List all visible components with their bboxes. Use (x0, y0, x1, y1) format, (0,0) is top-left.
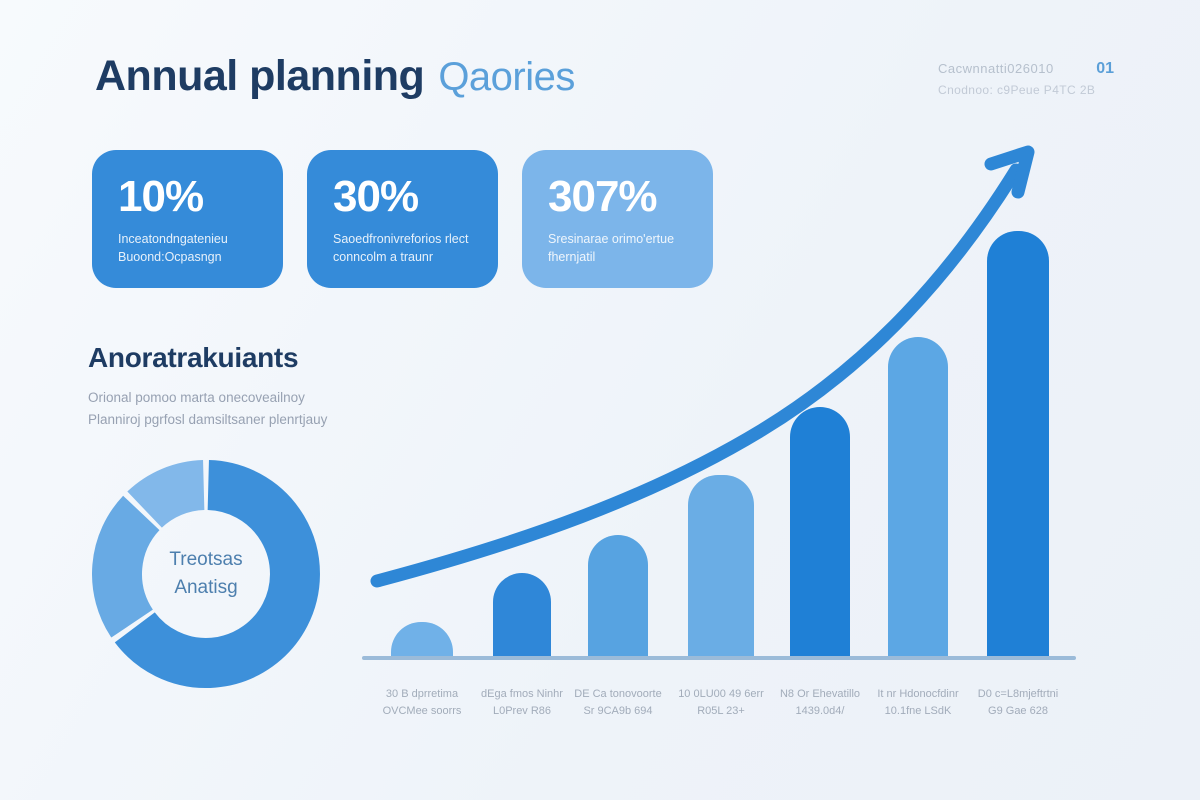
donut-chart-svg (92, 460, 320, 688)
bar-label-4: 10 0LU00 49 6err R05L 23+ (651, 686, 791, 720)
bar-label-line: OVCMee soorrs (382, 705, 462, 718)
bar-label-line: DE Ca tonovoorte (574, 688, 662, 700)
section-subtext: Orional pomoo marta onecoveailnoy Planni… (88, 387, 327, 432)
stat-card-1: 10% Inceatondngatenieu Buoond:Ocpasngn (92, 150, 283, 288)
x-axis-line (362, 656, 1076, 660)
donut-chart: Treotsas Anatisg (92, 460, 320, 688)
donut-segment-1 (114, 460, 320, 688)
page-title-light: Qaories (438, 55, 575, 99)
bar-label-3: DE Ca tonovoorte Sr 9CA9b 694 (548, 686, 688, 720)
bar-2 (493, 573, 551, 660)
bar-label-line: L0Prev R86 (492, 705, 552, 718)
stat-desc-line1: Inceatondngatenieu (118, 232, 228, 246)
donut-center-label: Treotsas Anatisg (92, 460, 320, 688)
bar-label-line: R05L 23+ (697, 705, 745, 718)
bar-4 (688, 475, 754, 660)
bar-label-line: G9 Gae 628 (988, 705, 1048, 718)
page-title: Annual planning Qaories (95, 52, 575, 101)
bar-7 (987, 231, 1049, 660)
meta-code: Cacwnnatti026010 (938, 61, 1054, 76)
bar-5 (790, 407, 850, 660)
bar-label-2: dEga fmos Ninhr L0Prev R86 (452, 686, 592, 720)
meta-subtitle: Cnodnoo: c9Peue P4TC 2B (938, 83, 1096, 97)
bar-label-line: dEga fmos Ninhr (481, 688, 563, 700)
bar-label-line: Sr 9CA9b 694 (583, 705, 653, 718)
donut-center-line2: Anatisg (174, 577, 238, 598)
bar-label-line: 10.1fne LSdK (884, 705, 952, 718)
document-meta: Cacwnnatti026010 01 Cnodnoo: c9Peue P4TC… (938, 60, 1114, 97)
donut-segment-3 (127, 460, 206, 529)
donut-center-line1: Treotsas (169, 548, 243, 570)
meta-page-number: 01 (1096, 60, 1114, 77)
bar-label-line: D0 c=L8mjeftrtni (977, 688, 1059, 700)
bar-label-line: 30 B dprretima (385, 688, 459, 700)
bar-label-line: 1439.0d4/ (795, 705, 845, 718)
stat-desc: Inceatondngatenieu Buoond:Ocpasngn (118, 231, 257, 266)
bar-3 (588, 535, 648, 660)
bar-label-line: 10 0LU00 49 6err (678, 688, 764, 700)
stat-value: 10% (118, 172, 204, 221)
bar-label-1: 30 B dprretima OVCMee soorrs (352, 686, 492, 720)
bar-label-5: N8 Or Ehevatillo 1439.0d4/ (750, 686, 890, 720)
section-subtext-line1: Orional pomoo marta onecoveailnoy (88, 390, 305, 405)
section-heading: Anoratrakuiants (88, 342, 299, 373)
bar-label-7: D0 c=L8mjeftrtni G9 Gae 628 (948, 686, 1088, 720)
page-title-bold: Annual planning (95, 52, 425, 100)
bar-1 (391, 622, 453, 660)
stat-desc-line2: Buoond:Ocpasngn (118, 249, 222, 264)
bar-label-line: N8 Or Ehevatillo (779, 688, 861, 700)
section-subtext-line2: Planniroj pgrfosl damsiltsaner plenrtjau… (88, 412, 328, 428)
bar-label-line: It nr Hdonocfdinr (877, 688, 959, 700)
bar-6 (888, 337, 948, 660)
donut-segment-2 (92, 495, 161, 638)
bar-label-6: It nr Hdonocfdinr 10.1fne LSdK (848, 686, 988, 720)
meta-row: Cacwnnatti026010 01 (938, 60, 1114, 78)
